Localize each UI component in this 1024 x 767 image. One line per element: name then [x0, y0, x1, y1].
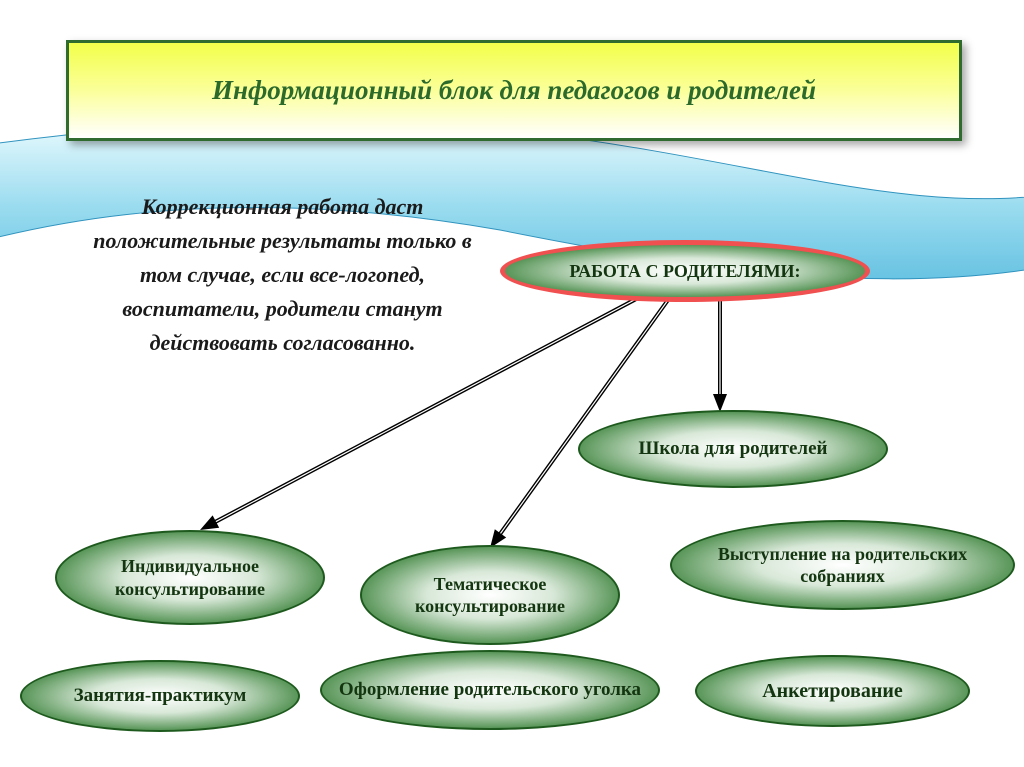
node-anket: Анкетирование — [695, 655, 970, 727]
intro-paragraph: Коррекционная работа даст положительные … — [85, 190, 480, 360]
node-label-speech: Выступление на родительских собраниях — [672, 543, 1013, 588]
node-label-school: Школа для родителей — [625, 437, 842, 461]
node-themat: Тематическое консультирование — [360, 545, 620, 645]
node-school: Школа для родителей — [578, 410, 888, 488]
node-ugolok: Оформление родительского уголка — [320, 650, 660, 730]
node-prakt: Занятия-практикум — [20, 660, 300, 732]
node-label-root: РАБОТА С РОДИТЕЛЯМИ: — [555, 260, 814, 283]
node-indiv: Индивидуальное консультирование — [55, 530, 325, 625]
node-label-themat: Тематическое консультирование — [362, 573, 618, 618]
node-label-prakt: Занятия-практикум — [60, 684, 261, 708]
node-label-anket: Анкетирование — [748, 679, 917, 704]
node-label-indiv: Индивидуальное консультирование — [57, 555, 323, 600]
node-speech: Выступление на родительских собраниях — [670, 520, 1015, 610]
node-root: РАБОТА С РОДИТЕЛЯМИ: — [500, 240, 870, 302]
title-box: Информационный блок для педагогов и роди… — [66, 40, 962, 141]
title-text: Информационный блок для педагогов и роди… — [212, 75, 816, 106]
node-label-ugolok: Оформление родительского уголка — [325, 678, 655, 702]
